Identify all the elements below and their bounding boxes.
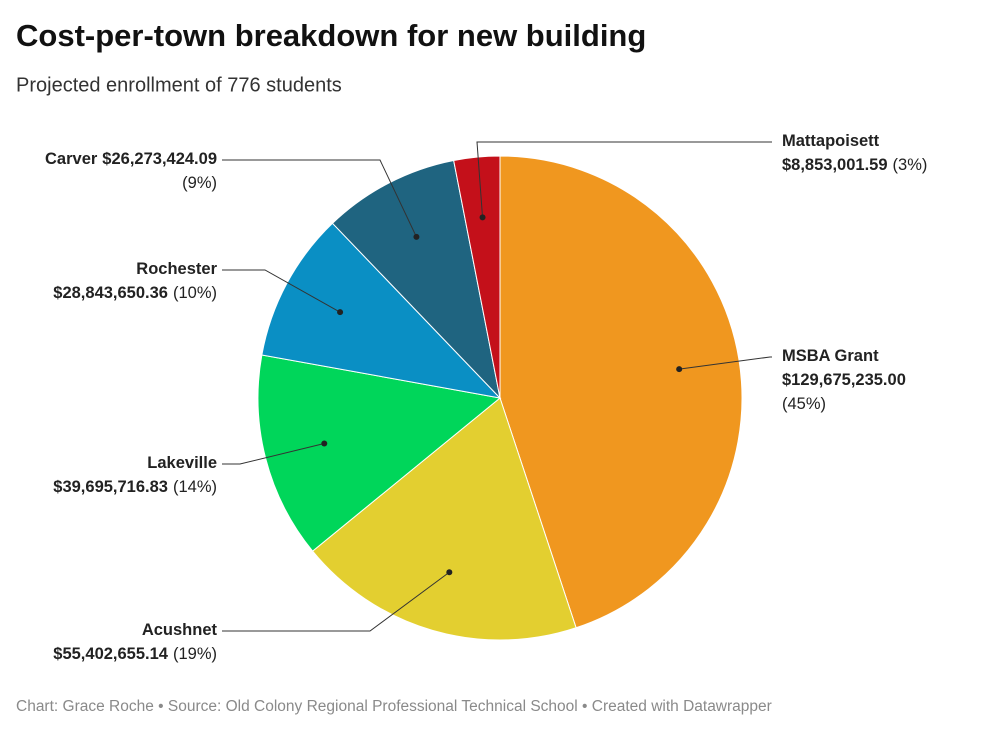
pie-slice bbox=[453, 155, 501, 399]
value-label: $55,402,655.14 bbox=[53, 645, 169, 663]
leader-dot bbox=[676, 366, 683, 373]
leader-line bbox=[222, 571, 450, 632]
percent-label: (10%) bbox=[173, 284, 217, 302]
pie bbox=[257, 155, 743, 641]
percent-label: (9%) bbox=[182, 174, 217, 192]
slice-label: (45%) bbox=[782, 395, 826, 413]
value-label: $129,675,235.00 bbox=[782, 371, 906, 389]
leader-line bbox=[222, 269, 341, 313]
chart-title: Cost-per-town breakdown for new building bbox=[16, 18, 646, 53]
leader-line bbox=[476, 141, 772, 218]
value-label: $8,853,001.59 bbox=[782, 156, 888, 174]
chart-subtitle: Projected enrollment of 776 students bbox=[16, 74, 342, 96]
slice-label: Mattapoisett bbox=[782, 132, 880, 150]
slice-label: $55,402,655.14 (19%) bbox=[53, 645, 217, 663]
leader-line bbox=[679, 356, 772, 370]
pie-slice bbox=[261, 222, 502, 399]
pie-slice bbox=[311, 397, 577, 641]
value-label: $39,695,716.83 bbox=[53, 478, 168, 496]
slice-label: $28,843,650.36 (10%) bbox=[53, 284, 217, 302]
leader-dot bbox=[446, 569, 453, 576]
slice-label: $8,853,001.59 (3%) bbox=[782, 156, 927, 174]
pie-slice bbox=[257, 354, 502, 552]
percent-label: (45%) bbox=[782, 395, 826, 413]
leader-dot bbox=[413, 233, 420, 240]
leader-dot bbox=[321, 440, 328, 447]
slice-label: $39,695,716.83 (14%) bbox=[53, 478, 217, 496]
value-label: $26,273,424.09 bbox=[102, 150, 217, 168]
category-label: Acushnet bbox=[142, 621, 218, 639]
category-label: Lakeville bbox=[147, 454, 217, 472]
percent-label: (14%) bbox=[173, 478, 217, 496]
percent-label: (3%) bbox=[893, 156, 928, 174]
category-label: Mattapoisett bbox=[782, 132, 880, 150]
leader-line bbox=[222, 159, 417, 238]
leader-line bbox=[222, 442, 325, 465]
slice-label: (9%) bbox=[182, 174, 217, 192]
slice-label: $129,675,235.00 bbox=[782, 371, 906, 389]
value-label: $28,843,650.36 bbox=[53, 284, 168, 302]
slice-label: Acushnet bbox=[142, 621, 218, 639]
pie-slice bbox=[331, 159, 501, 400]
category-label: Carver bbox=[45, 150, 98, 168]
leader-dot bbox=[479, 214, 486, 221]
slice-label: MSBA Grant bbox=[782, 347, 879, 365]
slice-label: Carver $26,273,424.09 bbox=[45, 150, 217, 168]
leader-dot bbox=[337, 309, 344, 316]
category-label: Rochester bbox=[136, 260, 217, 278]
slice-label: Lakeville bbox=[147, 454, 217, 472]
labels: MSBA Grant $129,675,235.00 (45%) Acushnet $5… bbox=[45, 132, 927, 663]
slice-label: Rochester bbox=[136, 260, 217, 278]
footer: Chart: Grace Roche • Source: Old Colony … bbox=[16, 698, 772, 715]
pie-slice bbox=[499, 155, 743, 629]
percent-label: (19%) bbox=[173, 645, 217, 663]
category-label: MSBA Grant bbox=[782, 347, 879, 365]
